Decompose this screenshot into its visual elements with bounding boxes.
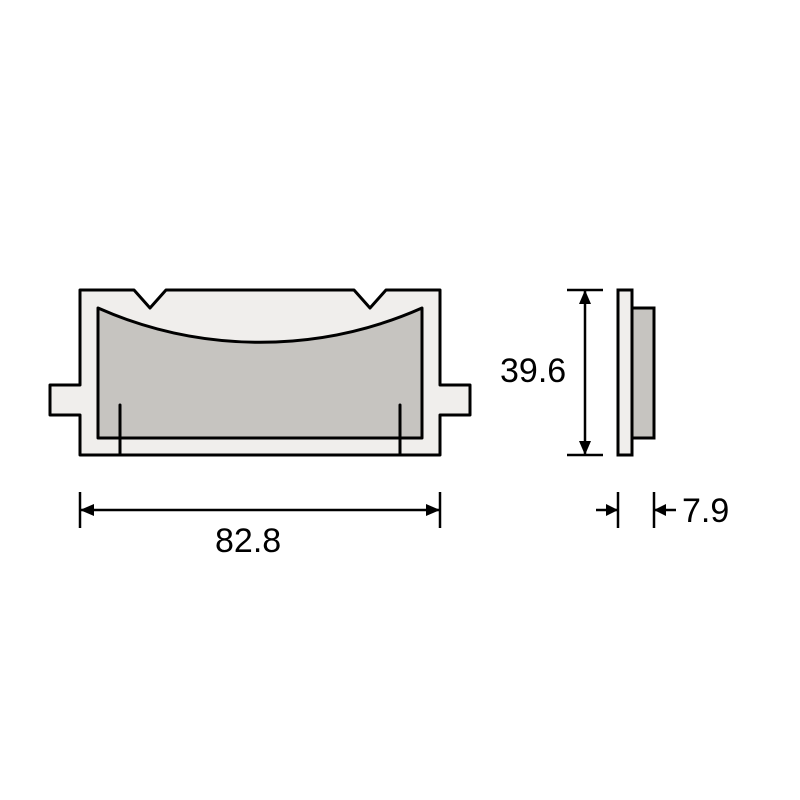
dimension-width-label: 82.8 [215, 522, 281, 561]
diagram-svg [0, 0, 800, 800]
dimension-height-label: 39.6 [500, 352, 566, 391]
diagram-canvas: 82.8 39.6 7.9 [0, 0, 800, 800]
dimension-thickness-label: 7.9 [682, 492, 729, 531]
